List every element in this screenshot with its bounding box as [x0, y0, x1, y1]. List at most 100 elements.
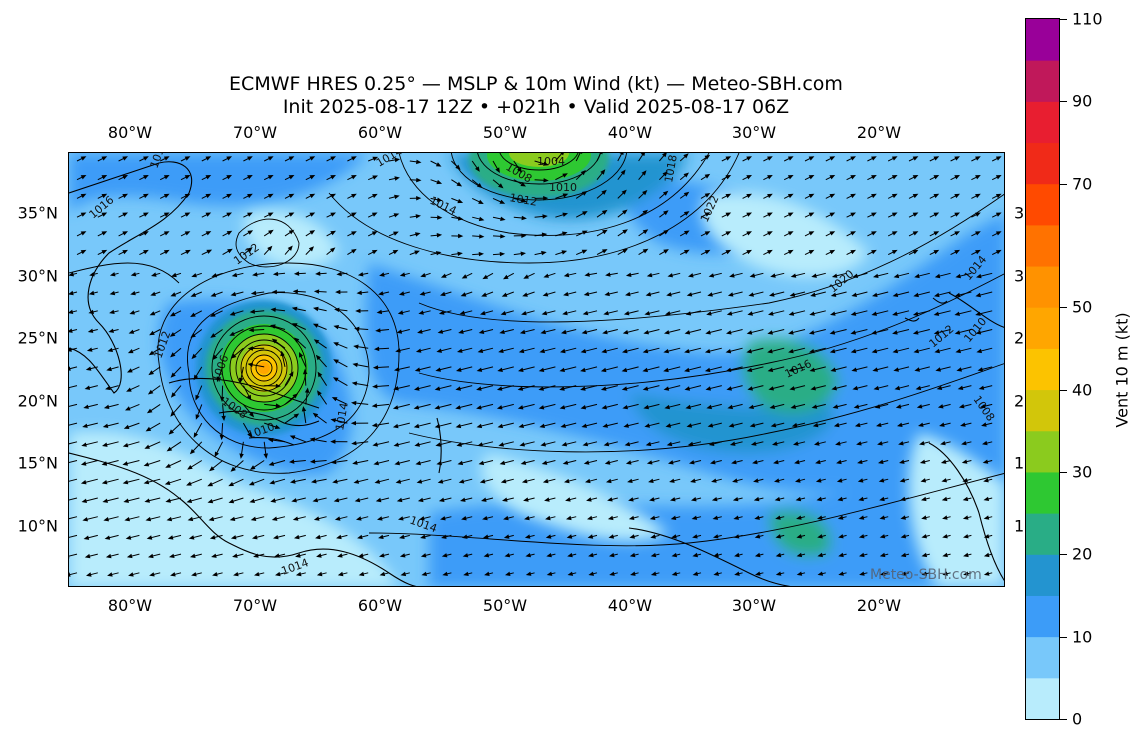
wind-arrow-head [642, 229, 649, 235]
wind-arrow-head [939, 422, 945, 427]
wind-arrow-head [195, 394, 200, 401]
wind-arrow-head [351, 381, 358, 386]
wind-arrow-head [733, 534, 740, 539]
wind-arrow-head [394, 176, 400, 181]
wind-arrow-head [69, 272, 74, 277]
wind-arrow-head [767, 156, 773, 161]
wind-arrow-head [787, 212, 794, 217]
wind-arrow-head [399, 553, 406, 558]
wind-arrow-head [559, 386, 565, 391]
wind-arrow-head [143, 249, 149, 255]
wind-arrow-head [582, 310, 589, 316]
wind-arrow-head [267, 437, 274, 443]
wind-arrow-head [775, 534, 782, 539]
wind-arrow-head [330, 212, 336, 217]
wind-arrow-head [879, 534, 886, 539]
wind-arrow-head [226, 212, 232, 217]
wind-arrow-head [148, 553, 154, 559]
wind-arrow-head [914, 367, 920, 372]
wind-arrow-head [210, 292, 217, 297]
wind-arrow-head [295, 571, 302, 577]
wind-arrow-head [148, 370, 154, 376]
wind-arrow-head [497, 423, 503, 429]
wind-arrow-head [691, 497, 697, 502]
wind-arrow-head [250, 516, 257, 521]
wind-arrow-head [704, 349, 711, 354]
wind-arrow-head [292, 393, 298, 399]
wind-arrow-head [275, 383, 281, 389]
wind-arrow-head [767, 367, 774, 372]
colorbar-segment [1026, 307, 1059, 349]
wind-arrow-head [830, 367, 836, 372]
wind-arrow-head [829, 349, 836, 354]
wind-arrow-head [961, 441, 967, 446]
wind-arrow-head [312, 412, 319, 418]
wind-arrow-head [873, 385, 880, 391]
wind-arrow-head [921, 534, 927, 539]
wind-arrow-head [101, 480, 108, 485]
wind-pressure-map[interactable]: 1014 1016 1012 1014 1014 1012 1010 1008 … [68, 152, 1005, 587]
wind-arrow-head [311, 479, 317, 484]
wind-arrow-head [791, 422, 798, 428]
wind-arrow-head [601, 405, 607, 410]
wind-arrow-head [817, 552, 823, 558]
wind-arrow [617, 153, 623, 162]
wind-arrow-head [692, 534, 698, 539]
wind-arrow-head [212, 354, 218, 361]
wind-arrow-head [205, 231, 212, 236]
wind-arrow-head [918, 422, 924, 427]
wind-arrow-head [290, 479, 296, 484]
wind-arrow-head [463, 571, 469, 576]
wind-arrow-head [622, 348, 628, 354]
wind-arrow-head [625, 460, 632, 465]
wind-arrow [575, 153, 581, 162]
wind-arrow-head [871, 249, 877, 255]
wind-arrow-head [400, 571, 407, 577]
wind-arrow-head [414, 250, 420, 255]
wind-arrow-head [191, 273, 197, 278]
wind-arrow-head [810, 386, 816, 391]
wind-arrow-head [289, 459, 295, 464]
wind-arrow-head [480, 310, 486, 316]
wind-arrow-head [933, 156, 940, 161]
wind-arrow-head [309, 156, 316, 161]
colorbar-tick-label: 10 [1072, 627, 1093, 647]
wind-arrow-head [170, 411, 176, 417]
wind-arrow-head [605, 272, 611, 277]
lon-label-bottom: 30°W [731, 596, 777, 615]
wind-arrow-head [315, 271, 321, 276]
wind-arrow-head [205, 156, 212, 161]
wind-arrow-head [546, 571, 553, 576]
lat-label-left: 10°N [17, 516, 58, 536]
wind-arrow-head [128, 329, 135, 334]
wind-arrow-head [88, 309, 94, 314]
colorbar-tick-label: 0 [1072, 709, 1083, 729]
wind-arrow-head [332, 479, 338, 484]
wind-arrow-head [337, 553, 343, 558]
wind-arrow-head [581, 249, 588, 254]
wind-arrow-head [892, 348, 899, 354]
wind-arrow-head [499, 329, 505, 334]
wind-arrow-head [934, 273, 941, 279]
colorbar-tick-label: 50 [1072, 297, 1093, 317]
lon-label-top: 40°W [607, 123, 653, 142]
wind-arrow-head [392, 405, 399, 410]
wind-arrow-head [351, 400, 357, 406]
wind-arrow-head [209, 535, 216, 540]
wind-arrow-head [891, 249, 898, 255]
isobar-label: 1014 [333, 402, 351, 432]
wind-arrow-head [601, 209, 608, 215]
wind-arrow-head [440, 291, 446, 297]
wind-arrow-head [334, 516, 341, 521]
wind-arrow-head [955, 348, 961, 354]
wind-arrow-head [954, 212, 960, 217]
wind-arrow-head [850, 231, 856, 236]
wind-arrow-head [163, 212, 170, 217]
wind-arrow-head [249, 412, 255, 418]
wind-arrow-head [146, 408, 153, 414]
wind-arrow-head [476, 423, 483, 429]
wind-arrow-head [567, 552, 573, 558]
wind-arrow-head [684, 367, 690, 373]
wind-arrow-head [829, 193, 836, 199]
wind-arrow-head [231, 353, 237, 359]
